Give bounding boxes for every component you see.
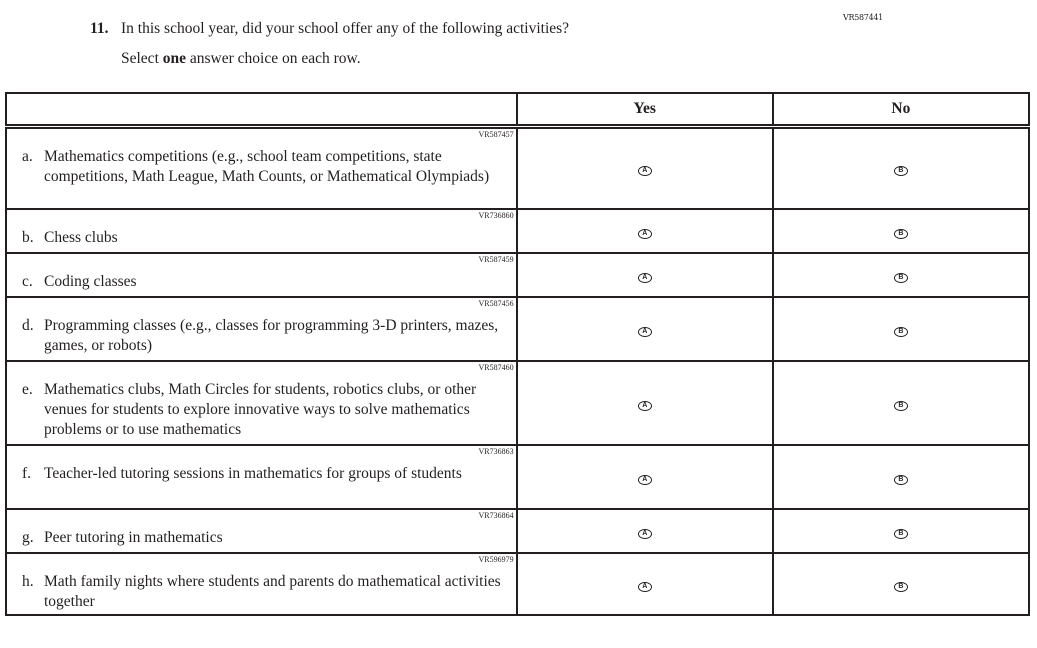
question-text: In this school year, did your school off…: [121, 20, 570, 37]
item-text: Teacher-led tutoring sessions in mathema…: [44, 464, 462, 482]
answer-grid: Yes No VR587457 a. Mathematics competition…: [5, 92, 1031, 616]
no-radio-bubble[interactable]: B: [893, 272, 908, 283]
no-radio-bubble[interactable]: B: [893, 528, 908, 539]
yes-cell: A: [515, 443, 774, 510]
header-blank: [5, 92, 518, 129]
table-row: VR596979 h. Math family nights where stude…: [5, 551, 1031, 616]
item-code: VR736863: [478, 446, 514, 456]
item-letter: a.: [22, 148, 33, 165]
item-code: VR587457: [478, 130, 514, 139]
yes-radio-bubble[interactable]: A: [637, 272, 652, 283]
no-cell: B: [771, 551, 1031, 616]
no-cell: B: [771, 207, 1031, 254]
yes-radio-bubble[interactable]: A: [637, 166, 652, 177]
question-id: VR587441: [843, 13, 883, 22]
no-radio-bubble[interactable]: B: [893, 228, 908, 239]
instruction-emphasis: one: [162, 50, 186, 67]
yes-radio-bubble[interactable]: A: [637, 528, 652, 539]
no-cell: B: [771, 507, 1031, 554]
yes-cell: A: [515, 551, 774, 616]
item-text: Math family nights where students and pa…: [44, 572, 501, 610]
header-yes: Yes: [515, 92, 774, 129]
no-radio-bubble[interactable]: B: [893, 400, 908, 411]
table-row: VR587460 e. Mathematics clubs, Math Circle…: [5, 359, 1031, 446]
item-code: VR736864: [478, 510, 514, 520]
no-radio-bubble[interactable]: B: [893, 326, 908, 337]
table-row: VR587457 a. Mathematics competitions (e.g.…: [5, 125, 1031, 210]
yes-cell: A: [515, 507, 774, 554]
yes-cell: A: [515, 295, 774, 362]
no-cell: B: [771, 359, 1031, 446]
yes-cell: A: [515, 207, 774, 254]
item-letter: h.: [22, 572, 34, 590]
table-row: VR736863 f. Teacher-led tutoring sessions …: [5, 443, 1031, 510]
table-row: VR587459 c. Coding classes A B: [5, 251, 1031, 298]
yes-cell: A: [515, 125, 774, 210]
no-radio-bubble[interactable]: B: [893, 166, 908, 177]
item-text: Mathematics competitions (e.g., school t…: [44, 148, 490, 185]
row-label-cell: VR736863 f. Teacher-led tutoring sessions …: [5, 443, 518, 510]
item-letter: e.: [22, 380, 33, 398]
row-label-cell: VR736860 b. Chess clubs: [5, 207, 518, 254]
item-letter: b.: [22, 228, 34, 246]
table-row: VR736860 b. Chess clubs A B: [5, 207, 1031, 254]
instruction: Select one answer choice on each row.: [121, 50, 361, 68]
no-radio-bubble[interactable]: B: [893, 581, 908, 592]
item-code: VR587459: [478, 254, 514, 264]
no-cell: B: [771, 295, 1031, 362]
row-label-cell: VR736864 g. Peer tutoring in mathematics: [5, 507, 518, 554]
row-label-cell: VR587460 e. Mathematics clubs, Math Circle…: [5, 359, 518, 446]
yes-radio-bubble[interactable]: A: [637, 326, 652, 337]
table-row: VR587456 d. Programming classes (e.g., cla…: [5, 295, 1031, 362]
no-cell: B: [771, 443, 1031, 510]
row-label-cell: VR596979 h. Math family nights where stude…: [5, 551, 518, 616]
item-text: Chess clubs: [44, 228, 118, 246]
item-code: VR587460: [478, 362, 514, 372]
yes-radio-bubble[interactable]: A: [637, 228, 652, 239]
item-text: Programming classes (e.g., classes for p…: [44, 316, 499, 354]
item-text: Peer tutoring in mathematics: [44, 528, 223, 546]
no-cell: B: [771, 251, 1031, 298]
yes-radio-bubble[interactable]: A: [637, 474, 652, 485]
item-text: Mathematics clubs, Math Circles for stud…: [44, 380, 477, 438]
item-letter: f.: [22, 464, 32, 482]
yes-cell: A: [515, 251, 774, 298]
yes-radio-bubble[interactable]: A: [637, 400, 652, 411]
item-text: Coding classes: [44, 272, 137, 290]
yes-cell: A: [515, 359, 774, 446]
no-cell: B: [771, 125, 1031, 210]
item-letter: c.: [22, 272, 33, 290]
row-label-cell: VR587457 a. Mathematics competitions (e.g.…: [5, 125, 518, 210]
header-no: No: [771, 92, 1031, 129]
item-letter: d.: [22, 316, 34, 334]
item-code: VR736860: [478, 210, 514, 220]
no-radio-bubble[interactable]: B: [893, 474, 908, 485]
row-label-cell: VR587456 d. Programming classes (e.g., cla…: [5, 295, 518, 362]
table-row: VR736864 g. Peer tutoring in mathematics A…: [5, 507, 1031, 554]
item-code: VR596979: [478, 554, 514, 564]
item-code: VR587456: [478, 298, 514, 308]
instruction-text: answer choice on each row.: [186, 50, 361, 67]
yes-radio-bubble[interactable]: A: [637, 581, 652, 592]
instruction-text: Select: [121, 50, 163, 67]
question-number: 11.: [90, 20, 109, 37]
row-label-cell: VR587459 c. Coding classes: [5, 251, 518, 298]
item-letter: g.: [22, 528, 34, 546]
